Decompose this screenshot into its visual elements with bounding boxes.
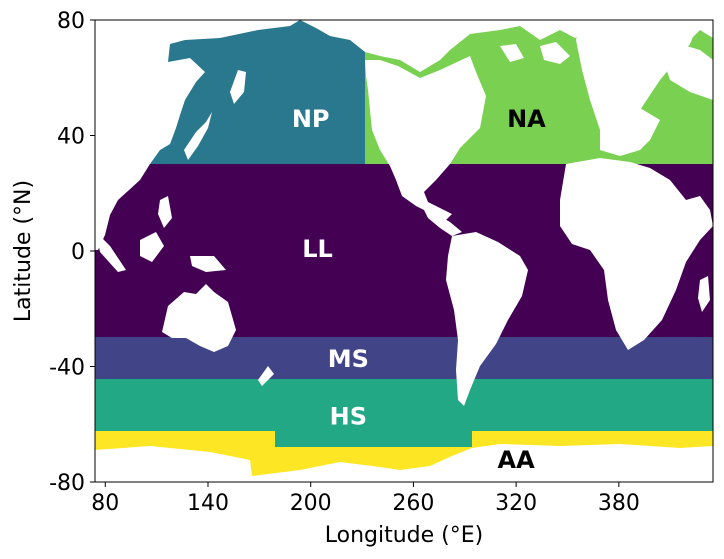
y-axis-label: Latitude (°N) — [11, 180, 36, 322]
y-tick-label: -80 — [49, 471, 85, 496]
region-HS-fill — [95, 379, 713, 431]
region-label-aa: AA — [498, 446, 536, 474]
region-label-hs: HS — [330, 403, 367, 431]
x-axis-label: Longitude (°E) — [325, 523, 483, 548]
x-tick-label: 380 — [598, 491, 640, 516]
region-label-np: NP — [292, 105, 330, 133]
region-label-ll: LL — [302, 235, 333, 263]
region-HS-extension — [275, 431, 472, 447]
x-tick-label: 140 — [187, 491, 229, 516]
x-tick-label: 80 — [91, 491, 119, 516]
region-label-ms: MS — [328, 345, 369, 373]
x-tick-label: 320 — [495, 491, 537, 516]
y-tick-label: 0 — [71, 240, 85, 265]
x-tick-label: 260 — [392, 491, 434, 516]
map-area — [95, 20, 713, 482]
x-tick-label: 200 — [290, 491, 332, 516]
y-tick-label: -40 — [49, 356, 85, 381]
x-axis-ticks: 80 140 200 260 320 380 — [91, 482, 640, 516]
region-MS-fill — [95, 337, 713, 379]
y-axis-ticks: 80 40 0 -40 -80 — [49, 9, 95, 496]
y-tick-label: 40 — [57, 125, 85, 150]
region-label-na: NA — [507, 105, 546, 133]
y-tick-label: 80 — [57, 9, 85, 34]
